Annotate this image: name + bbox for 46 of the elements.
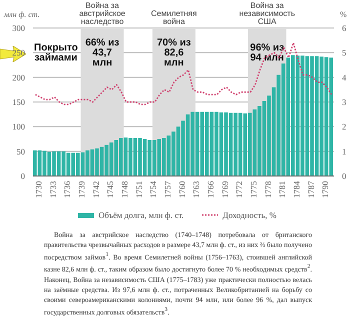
band-label: Война за австрийское наследство xyxy=(79,1,126,26)
y2-tick-label: 4 xyxy=(342,72,347,82)
y-tick-label: 0 xyxy=(20,171,25,182)
y2-tick-label: 0 xyxy=(342,171,346,182)
y-tick-label: 200 xyxy=(12,72,25,82)
x-tick-label: 1766 xyxy=(205,181,216,198)
x-tick-label: 1754 xyxy=(148,180,158,198)
annotation: Покрыто займами xyxy=(34,42,78,64)
x-tick-label: 1760 xyxy=(176,181,187,198)
y-tick-label: 100 xyxy=(12,122,25,132)
y2-tick-label: 1 xyxy=(342,146,346,156)
x-tick-label: 1781 xyxy=(277,181,288,198)
x-tick-label: 1769 xyxy=(220,181,230,198)
x-tick-label: 1739 xyxy=(76,181,86,198)
x-tick-label: 1763 xyxy=(191,181,202,198)
legend-label: Доходность, % xyxy=(222,210,276,220)
x-tick-label: 1772 xyxy=(234,181,244,198)
x-tick-label: 1745 xyxy=(105,181,116,198)
x-tick-label: 1790 xyxy=(320,181,330,198)
y-axis-title: млн ф. ст. xyxy=(4,10,40,19)
y2-axis-title: % xyxy=(340,10,347,19)
y2-tick-label: 6 xyxy=(342,23,346,34)
y-tick-label: 50 xyxy=(16,146,25,156)
x-tick-label: 1784 xyxy=(291,180,302,198)
band-label: Семилетняя война xyxy=(151,9,197,26)
x-tick-label: 1742 xyxy=(90,181,101,198)
x-tick-label: 1757 xyxy=(162,181,172,198)
y-tick-label: 300 xyxy=(12,23,25,34)
x-tick-label: 1748 xyxy=(119,181,130,198)
y2-tick-label: 3 xyxy=(342,97,346,108)
x-tick-label: 1733 xyxy=(48,181,58,198)
annotation: 66% из 43,7 млн xyxy=(85,38,120,69)
x-tick-label: 1787 xyxy=(306,181,316,198)
x-tick-label: 1751 xyxy=(134,181,144,198)
annotation: 70% из 82,6 млн xyxy=(156,38,191,69)
y2-tick-label: 5 xyxy=(342,48,346,58)
legend-label: Объём долга, млн ф. ст. xyxy=(98,210,184,220)
y-tick-label: 150 xyxy=(12,97,25,108)
annotation: 96% из 94 млн xyxy=(250,42,284,64)
x-tick-label: 1736 xyxy=(62,181,72,198)
y2-tick-label: 2 xyxy=(342,122,346,132)
band-label: Война за независимость США xyxy=(239,1,295,26)
x-tick-label: 1730 xyxy=(33,181,44,198)
x-tick-label: 1778 xyxy=(262,181,273,198)
x-tick-label: 1775 xyxy=(248,181,258,198)
y-tick-label: 250 xyxy=(12,48,25,58)
